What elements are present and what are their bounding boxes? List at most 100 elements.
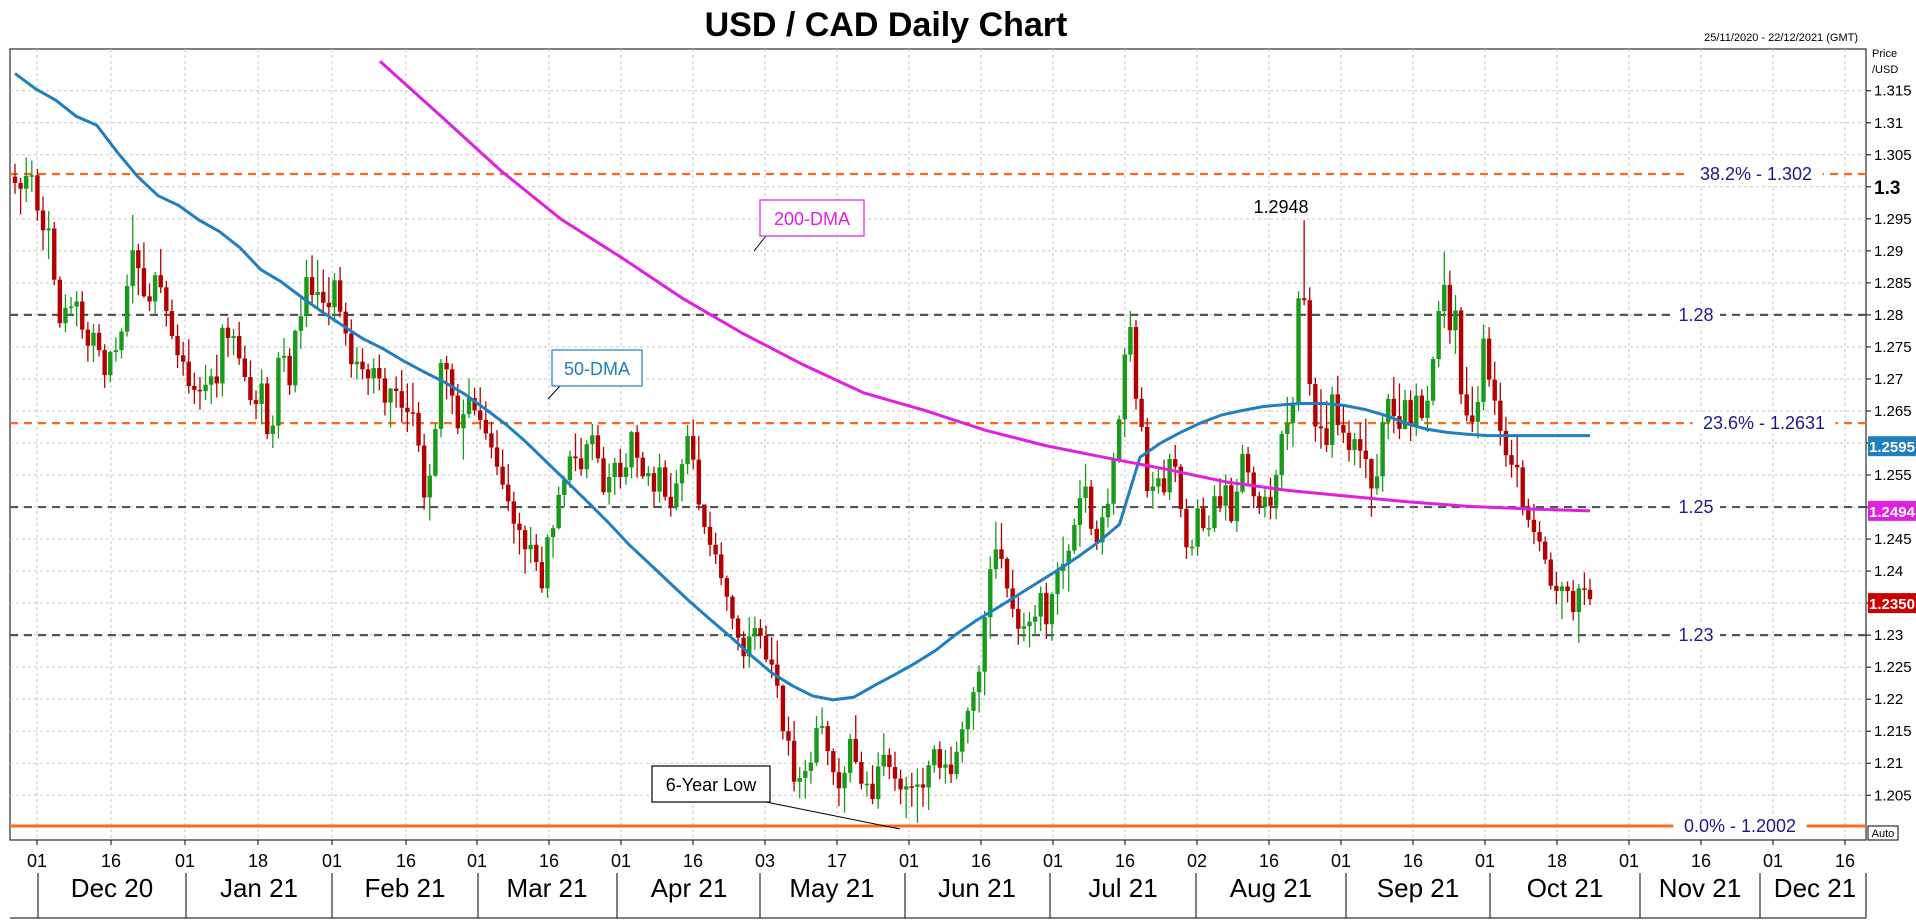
price-badge-label: 1.2595: [1869, 439, 1915, 456]
candle-body: [887, 754, 892, 768]
annotation-6yr-low: 6-Year Low: [666, 775, 757, 795]
candle-body: [270, 425, 276, 435]
candle: [976, 665, 982, 713]
candle: [668, 473, 673, 517]
candle-body: [803, 770, 808, 778]
candle: [265, 377, 270, 440]
candle: [1128, 311, 1133, 362]
candle-body: [1072, 524, 1077, 551]
candle: [236, 321, 242, 365]
ytick-label: 1.265: [1874, 403, 1912, 420]
candle-body: [1139, 398, 1144, 427]
candle: [1464, 366, 1469, 422]
candle-body: [1077, 498, 1083, 525]
x-month-label: Oct 21: [1527, 873, 1604, 903]
xtick-label: 01: [322, 851, 342, 871]
candle-body: [399, 391, 404, 408]
candle: [662, 460, 668, 501]
candle-body: [713, 544, 718, 555]
candle: [1206, 515, 1212, 537]
auto-scale-box[interactable]: [1867, 825, 1899, 841]
candle-body: [1559, 586, 1565, 591]
candle-body: [433, 428, 438, 476]
xtick-label: 18: [248, 851, 268, 871]
candle-body: [629, 432, 634, 468]
candle: [640, 451, 645, 479]
candle: [803, 760, 808, 799]
candle: [786, 716, 791, 756]
candle: [1329, 386, 1335, 458]
candle-body: [1531, 519, 1537, 533]
candle-body: [634, 432, 640, 458]
candle-body: [758, 628, 763, 636]
candle-body: [91, 332, 96, 346]
candle-body: [208, 376, 214, 385]
candle: [102, 344, 107, 388]
candle: [1296, 291, 1301, 411]
x-month-label: Jan 21: [220, 873, 298, 903]
candle-body: [1290, 402, 1296, 424]
candle: [12, 163, 18, 194]
candle: [1161, 459, 1167, 496]
annotation-50dma: 50-DMA: [564, 359, 630, 379]
candle: [304, 259, 309, 328]
auto-scale-label[interactable]: Auto: [1872, 828, 1895, 840]
candle: [1044, 582, 1049, 639]
candle-body: [1195, 508, 1200, 547]
candle: [646, 466, 651, 486]
candle: [1526, 498, 1531, 528]
candle-body: [147, 296, 152, 302]
candle-body: [113, 350, 119, 353]
candle-body: [1492, 379, 1497, 401]
candle: [85, 321, 91, 362]
candle-body: [1565, 586, 1570, 591]
candle-body: [102, 350, 107, 376]
candle: [903, 776, 909, 819]
candle: [578, 437, 584, 476]
xtick-label: 01: [899, 851, 919, 871]
candle: [152, 271, 158, 314]
candle-body: [74, 301, 79, 307]
candle-body: [1201, 508, 1206, 529]
xtick-label: 01: [1619, 851, 1639, 871]
candle: [674, 469, 679, 511]
candle: [808, 751, 814, 784]
candle: [506, 464, 511, 511]
candle-body: [1464, 394, 1469, 416]
candle: [1173, 444, 1178, 483]
annotation-box: [759, 199, 865, 237]
candle: [948, 746, 954, 784]
candle-body: [1156, 478, 1161, 487]
candle: [1341, 405, 1346, 443]
candle: [1570, 580, 1576, 621]
candle: [1116, 415, 1122, 463]
candle-body: [343, 311, 348, 334]
candle: [377, 354, 382, 391]
candle: [1380, 413, 1385, 492]
candle: [522, 525, 528, 574]
price-badge-label: 1.2350: [1869, 596, 1915, 613]
candle-body: [197, 389, 203, 392]
candle-body: [819, 726, 825, 729]
candle-body: [158, 275, 163, 288]
candle: [1374, 453, 1380, 495]
candle-body: [416, 412, 421, 446]
candle: [831, 748, 836, 786]
candle: [1066, 544, 1071, 592]
candle-body: [943, 764, 948, 768]
candle-body: [1520, 467, 1525, 509]
candle: [1088, 480, 1094, 536]
candle-body: [281, 355, 287, 358]
candle-body: [836, 772, 842, 789]
candle-body: [657, 467, 662, 492]
candle: [606, 463, 612, 505]
candle: [875, 752, 881, 809]
candle-body: [730, 596, 735, 619]
candle: [136, 243, 141, 296]
candle-body: [265, 383, 270, 435]
candle: [988, 556, 993, 639]
candle: [1565, 581, 1570, 603]
candle-body: [220, 327, 225, 384]
candle-body: [1341, 425, 1346, 433]
x-axis: 01 16 01 18 01 16 01 16 01 16 03 17 01 16 01 16 02 16 01 16…: [10, 840, 1867, 919]
